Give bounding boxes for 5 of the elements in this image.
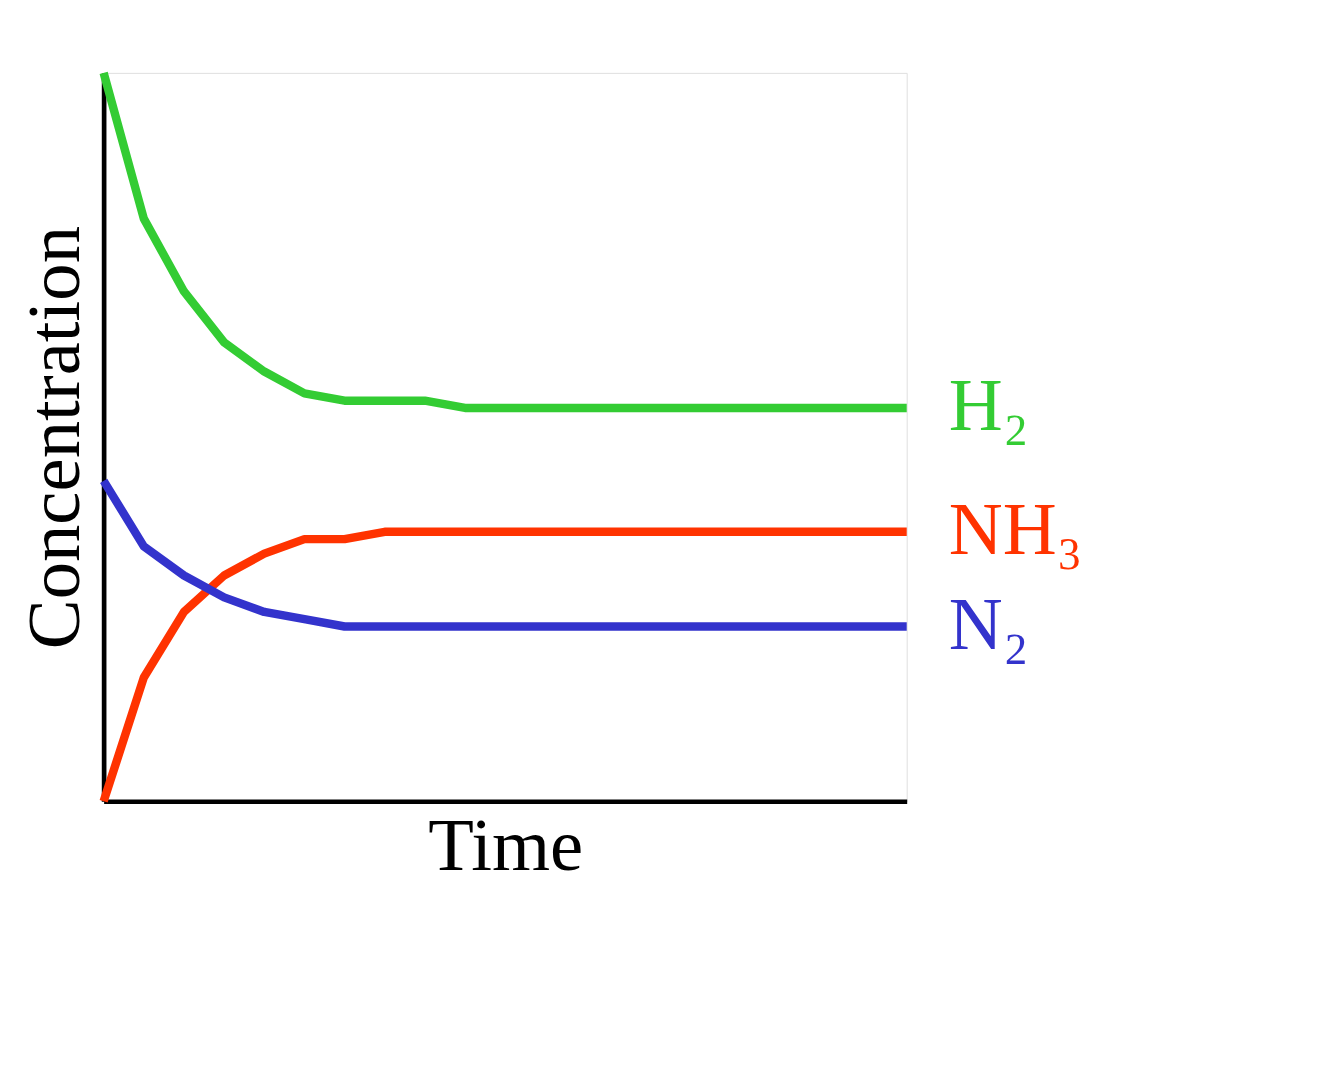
series-label: H₂ <box>948 363 1029 447</box>
series-label: NH₃ <box>948 487 1083 571</box>
x-axis-title: Time <box>428 802 584 886</box>
series-label: N₂ <box>948 581 1029 665</box>
y-axis-title: Concentration <box>11 226 95 650</box>
